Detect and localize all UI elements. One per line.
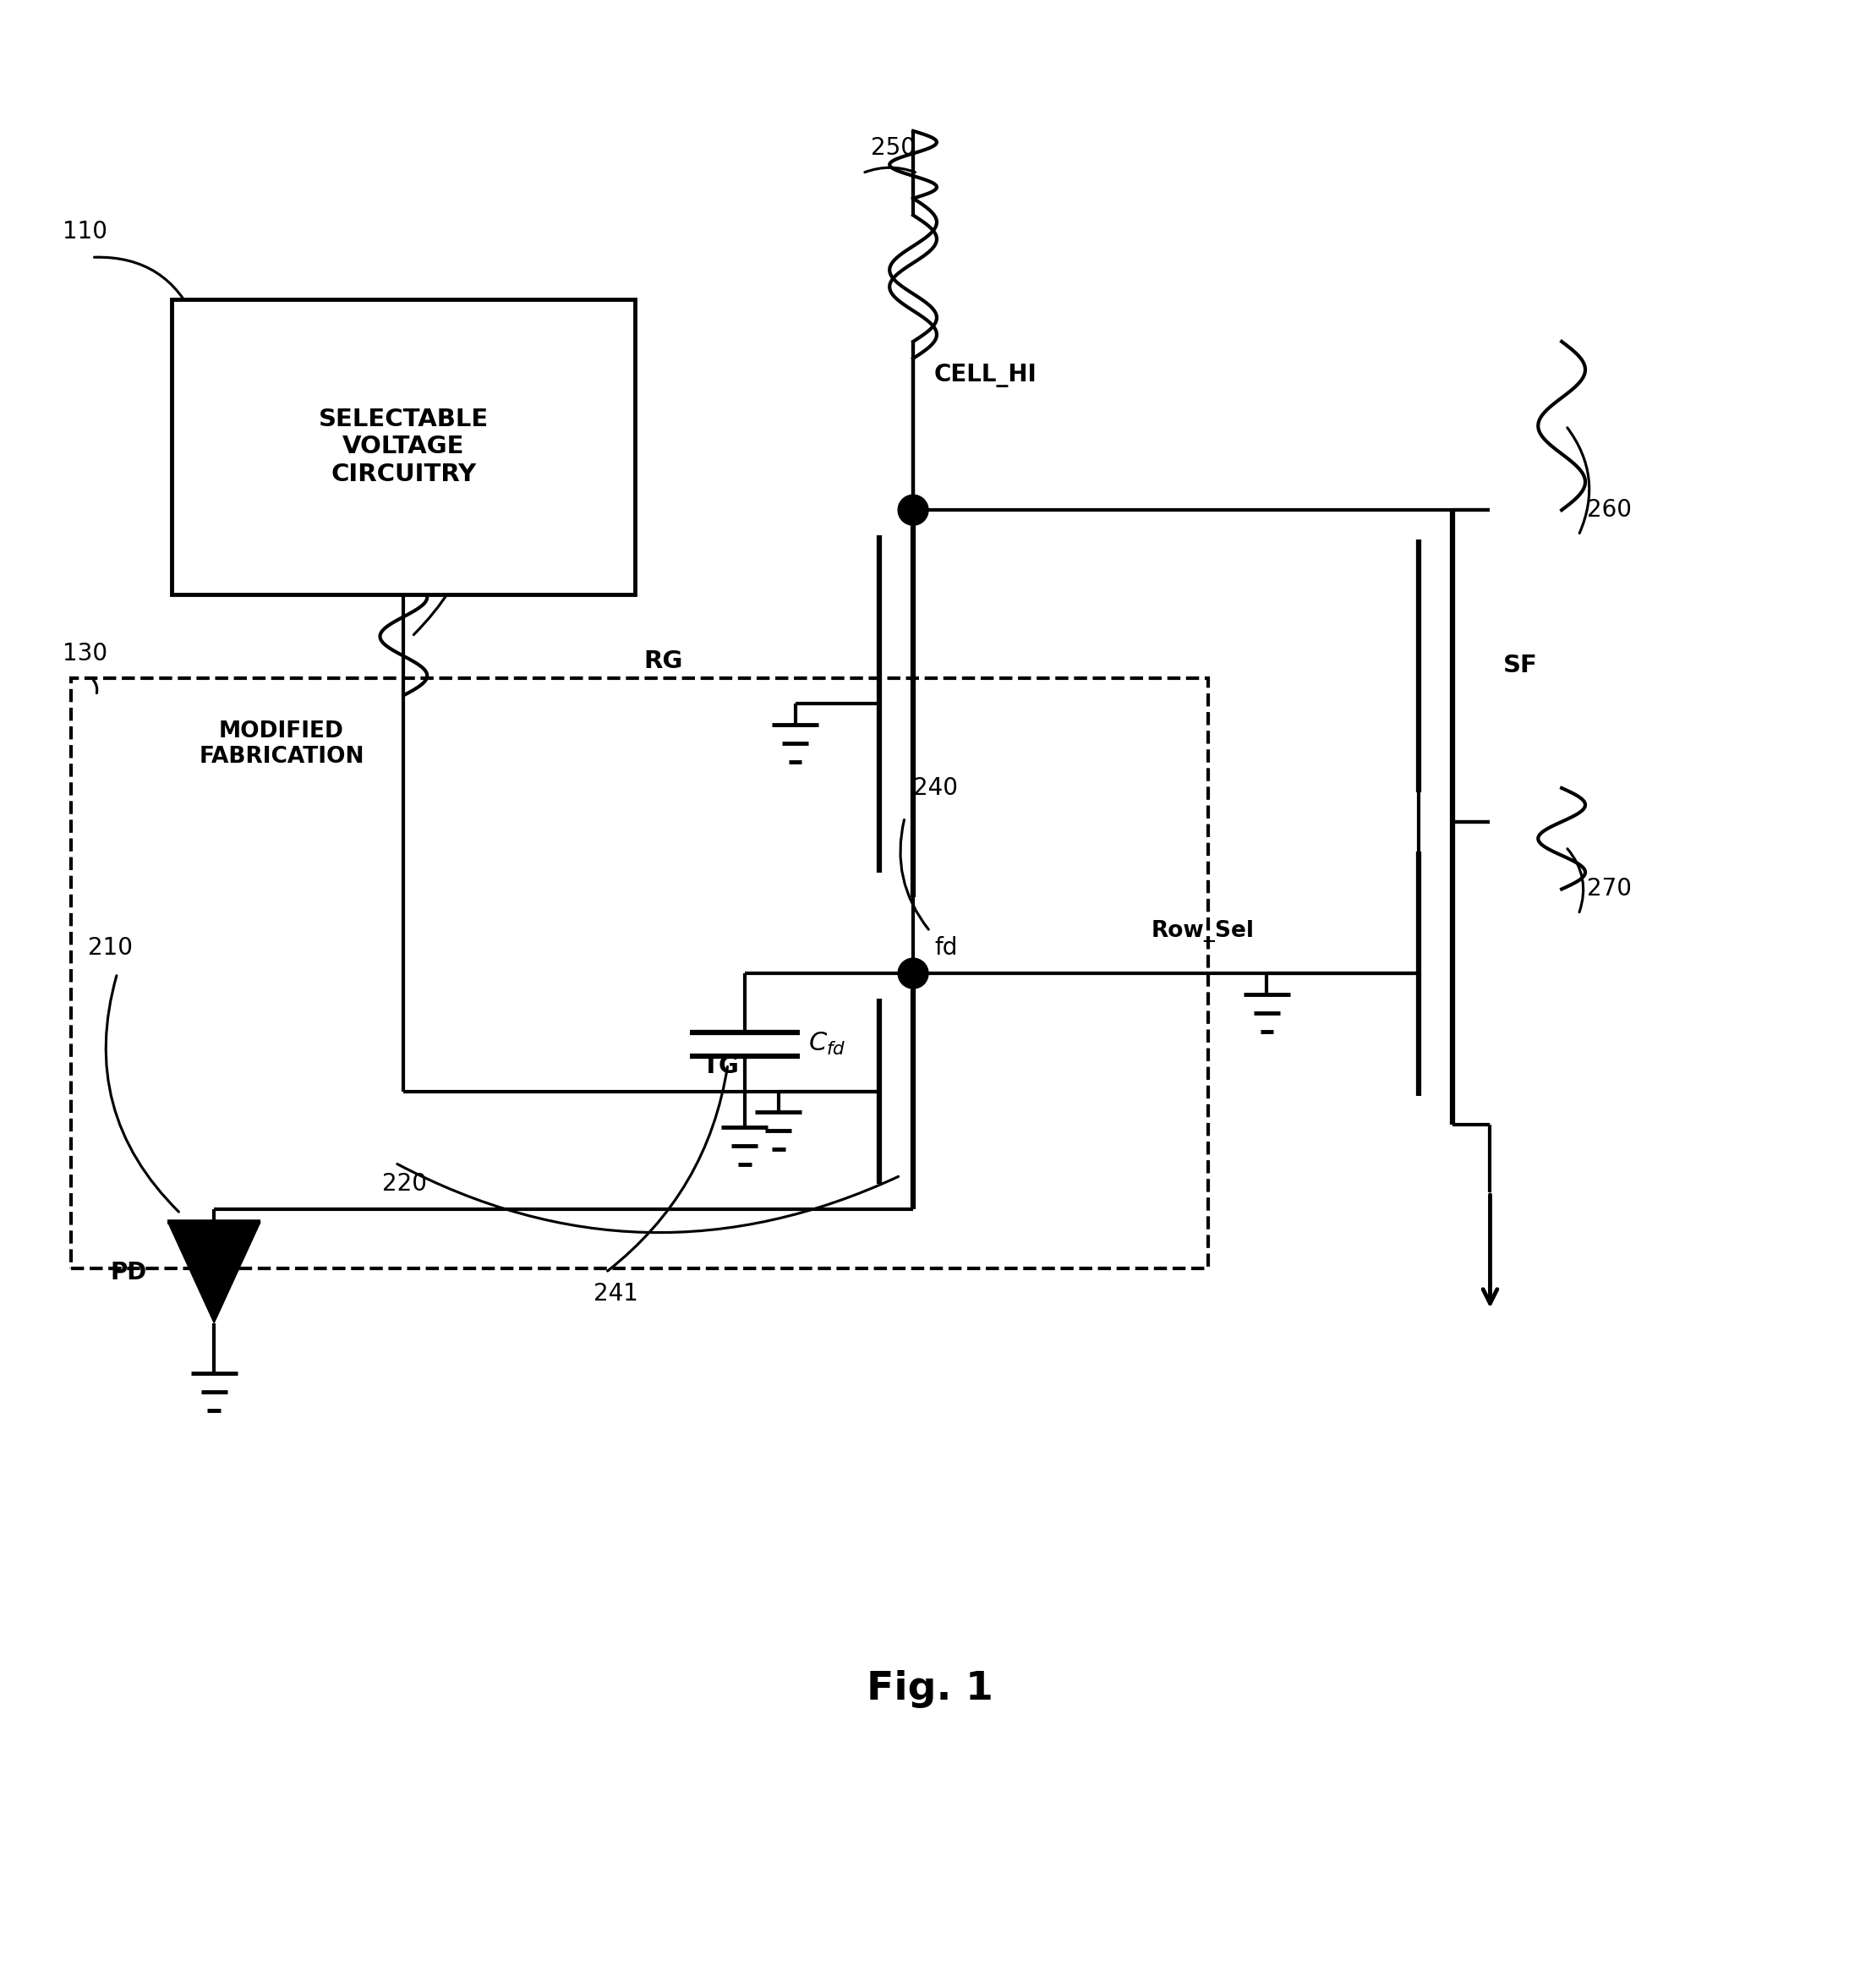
Circle shape [898, 958, 928, 988]
Text: 210: 210 [87, 936, 132, 960]
Circle shape [898, 495, 928, 525]
Text: SF: SF [1503, 654, 1536, 678]
Text: 230: 230 [493, 390, 538, 412]
Text: CELL_HI: CELL_HI [934, 364, 1038, 388]
Text: 241: 241 [593, 1282, 638, 1306]
Text: 220: 220 [383, 1173, 428, 1197]
Text: 240: 240 [913, 775, 958, 799]
Text: Row_Sel: Row_Sel [1151, 920, 1254, 942]
Text: SELECTABLE
VOLTAGE
CIRCUITRY: SELECTABLE VOLTAGE CIRCUITRY [318, 408, 489, 487]
Text: 260: 260 [1587, 499, 1631, 523]
Text: 130: 130 [63, 642, 108, 666]
FancyBboxPatch shape [171, 300, 636, 594]
Text: RG: RG [644, 650, 683, 674]
Text: PD: PD [110, 1260, 147, 1284]
Text: $C_{fd}$: $C_{fd}$ [807, 1032, 846, 1058]
Text: 270: 270 [1587, 877, 1631, 901]
Text: 110: 110 [63, 221, 108, 245]
Polygon shape [167, 1223, 260, 1322]
Text: fd: fd [934, 936, 958, 960]
Text: 250: 250 [870, 135, 915, 159]
Text: TG: TG [703, 1054, 740, 1077]
Text: Fig. 1: Fig. 1 [867, 1670, 993, 1708]
Text: MODIFIED
FABRICATION: MODIFIED FABRICATION [199, 720, 365, 767]
